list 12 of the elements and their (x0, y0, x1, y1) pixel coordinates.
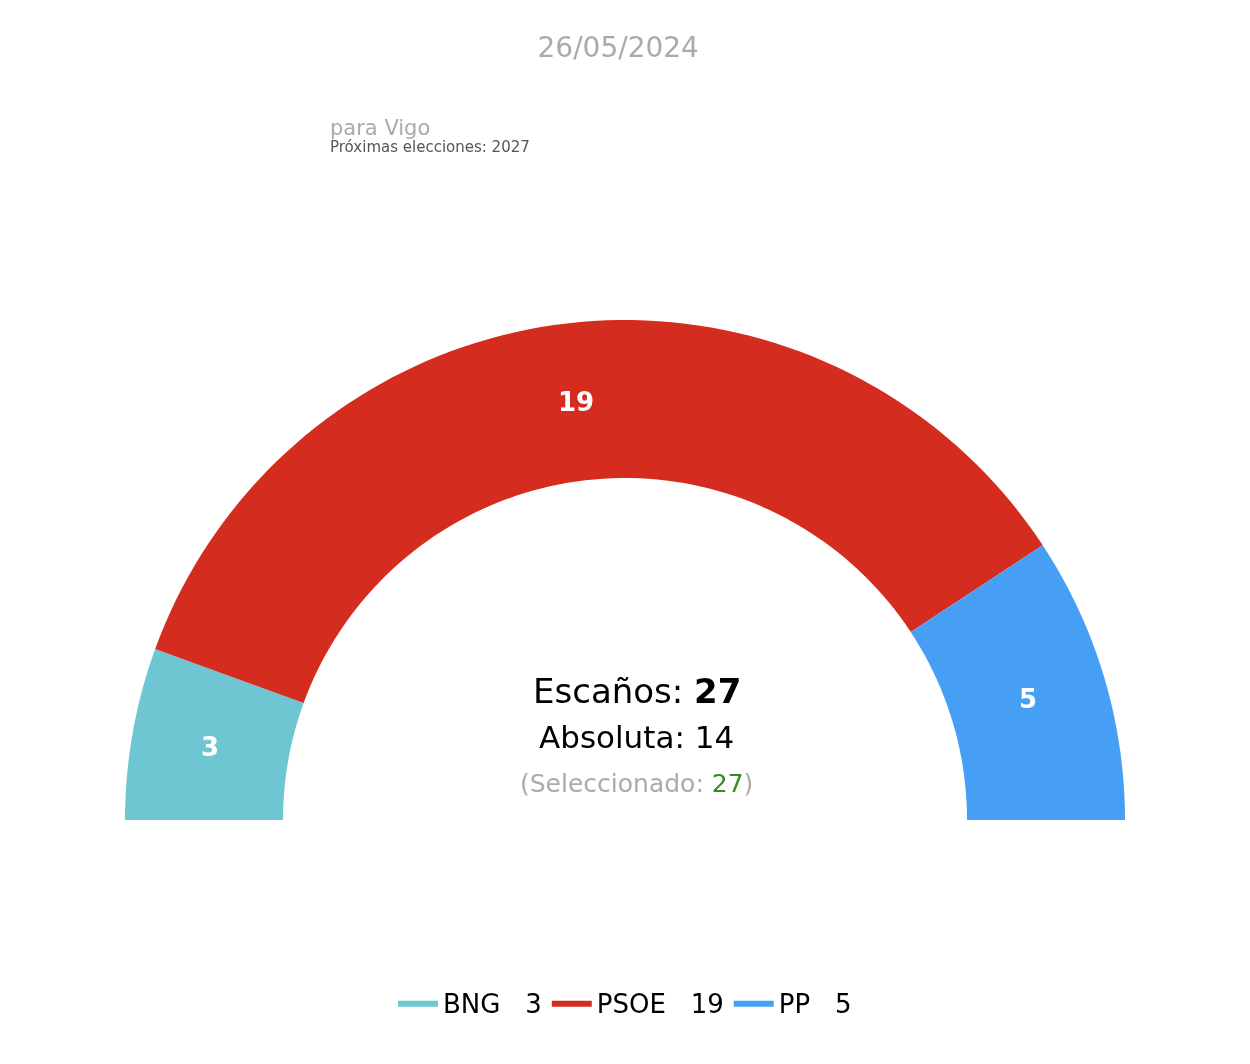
legend-label: PSOE 19 (596, 988, 724, 1019)
text: (Seleccionado: 27) (520, 769, 754, 798)
data-label: 19 (558, 387, 595, 417)
legend-label: BNG 3 (443, 988, 542, 1019)
text: Próximas elecciones: 2027 (330, 138, 530, 156)
data-label: 5 (1019, 684, 1038, 714)
chart-title: 26/05/2024 (537, 30, 699, 64)
text: Absoluta: 14 (539, 719, 735, 755)
legend-label: PP 5 (778, 988, 852, 1019)
chart-subtitle: para Vigo (330, 116, 431, 140)
text: Escaños: 27 (533, 671, 742, 711)
data-label: 3 (201, 732, 220, 762)
